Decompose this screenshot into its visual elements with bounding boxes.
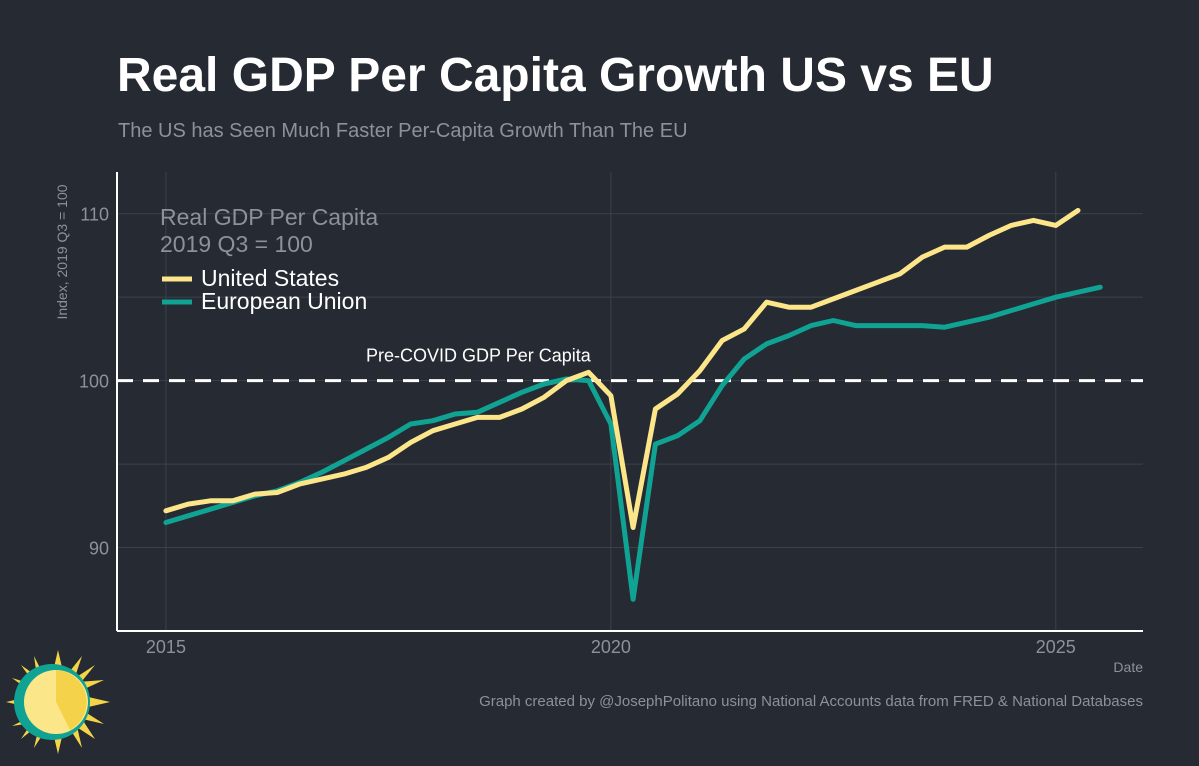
legend-label-us: United States	[201, 265, 339, 291]
x-tick-label: 2025	[1036, 637, 1076, 657]
series-lines	[163, 207, 1103, 602]
x-tick-label: 2015	[146, 637, 186, 657]
y-axis-label: Index, 2019 Q3 = 100	[54, 184, 70, 319]
x-tick-label: 2020	[591, 637, 631, 657]
legend-title-line1: Real GDP Per Capita	[160, 204, 378, 230]
series-line-eu	[163, 284, 1103, 602]
y-tick-label: 110	[80, 205, 109, 225]
y-tick-label: 100	[79, 372, 109, 392]
reference-line-label: Pre-COVID GDP Per Capita	[366, 346, 592, 366]
sun-logo-icon	[6, 650, 110, 759]
legend: Real GDP Per Capita 2019 Q3 = 100 United…	[160, 204, 378, 314]
chart-subtitle: The US has Seen Much Faster Per-Capita G…	[118, 120, 688, 142]
y-tick-label: 90	[89, 539, 109, 559]
axis-ticks: 90 100 110 2015 2020 2025	[79, 205, 1076, 657]
legend-title-line2: 2019 Q3 = 100	[160, 231, 313, 257]
chart-title: Real GDP Per Capita Growth US vs EU	[117, 49, 994, 102]
legend-label-eu: European Union	[201, 288, 367, 314]
axes	[116, 172, 1143, 632]
series-line-us	[163, 207, 1081, 530]
x-axis-label: Date	[1113, 659, 1143, 675]
source-caption: Graph created by @JosephPolitano using N…	[479, 693, 1143, 710]
